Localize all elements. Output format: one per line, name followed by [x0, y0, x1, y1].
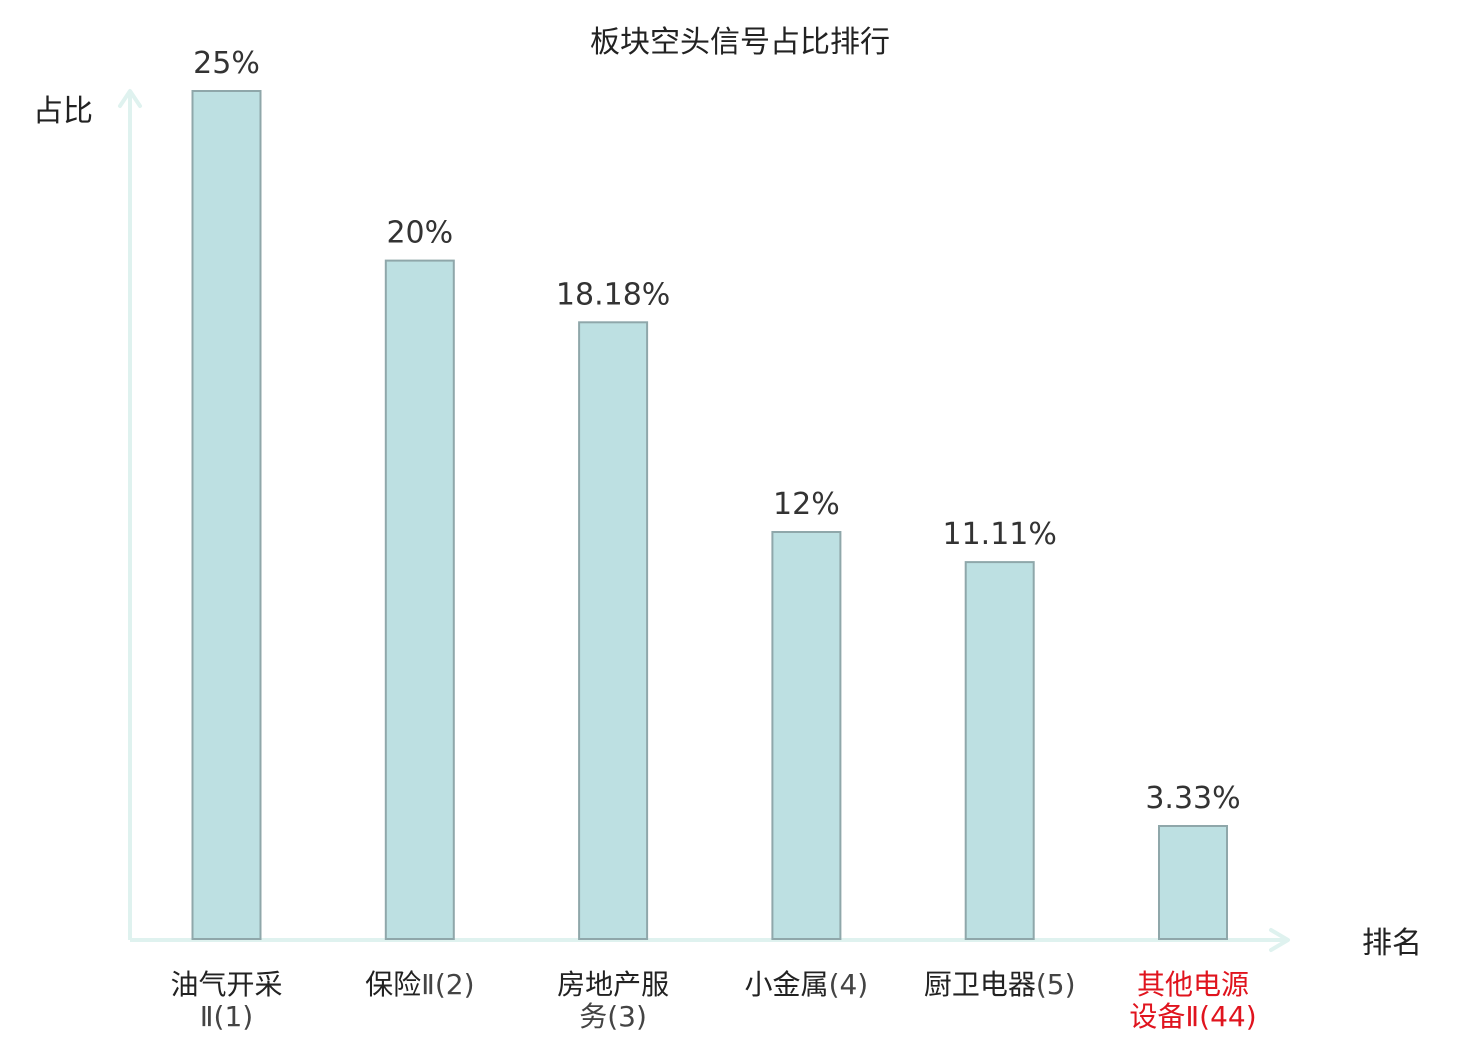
- bar: [1158, 825, 1228, 940]
- bar: [771, 531, 842, 940]
- x-axis-label: 排名: [1362, 926, 1422, 961]
- category-name: 小金属: [745, 968, 829, 1001]
- value-label: 11.11%: [943, 517, 1057, 552]
- bar: [384, 259, 455, 941]
- value-label: 20%: [386, 216, 453, 251]
- y-axis-arrow-icon: [118, 89, 142, 108]
- category-rank: (4): [829, 968, 869, 1001]
- y-axis-label: 占比: [33, 94, 93, 129]
- bar: [578, 321, 649, 940]
- x-axis: [130, 928, 1290, 952]
- value-label: 3.33%: [1145, 781, 1240, 816]
- category-label: 小金属(4): [745, 968, 869, 1001]
- bar: [964, 561, 1035, 940]
- category-name: 保险: [365, 968, 421, 1001]
- y-axis: [118, 89, 142, 940]
- category-name: 房地产服: [557, 968, 669, 1001]
- category-label: 厨卫电器(5): [924, 968, 1076, 1001]
- category-name: 厨卫电器: [924, 968, 1036, 1001]
- x-axis-arrow-icon: [1269, 928, 1290, 952]
- value-label: 18.18%: [556, 277, 670, 312]
- category-rank: 设备Ⅱ(44): [1129, 1000, 1256, 1033]
- category-rank: Ⅱ(1): [200, 1000, 253, 1033]
- category-rank: 务(3): [579, 1000, 647, 1033]
- value-label: 12%: [773, 487, 840, 522]
- category-rank: Ⅱ(2): [421, 968, 474, 1001]
- category-name: 油气开采: [170, 968, 282, 1001]
- value-label: 25%: [193, 46, 260, 81]
- category-label: 保险Ⅱ(2): [365, 968, 474, 1001]
- bar: [191, 90, 262, 940]
- value-labels: 25% 20% 18.18% 12% 11.11% 3.33%: [193, 46, 1241, 816]
- bar-series: [191, 90, 1228, 941]
- category-rank: (5): [1036, 968, 1076, 1001]
- chart-title: 板块空头信号占比排行: [590, 25, 890, 60]
- category-name: 其他电源: [1137, 968, 1249, 1001]
